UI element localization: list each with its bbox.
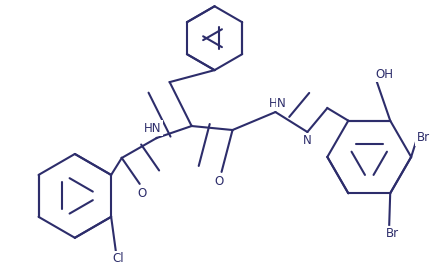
Text: Br: Br [417,131,430,144]
Text: O: O [214,175,223,188]
Text: N: N [303,134,312,147]
Text: N: N [277,96,286,109]
Text: OH: OH [375,68,393,81]
Text: Cl: Cl [112,252,123,265]
Text: O: O [137,187,146,200]
Text: Br: Br [386,227,399,240]
Text: HN: HN [144,121,161,134]
Text: H: H [269,96,278,109]
